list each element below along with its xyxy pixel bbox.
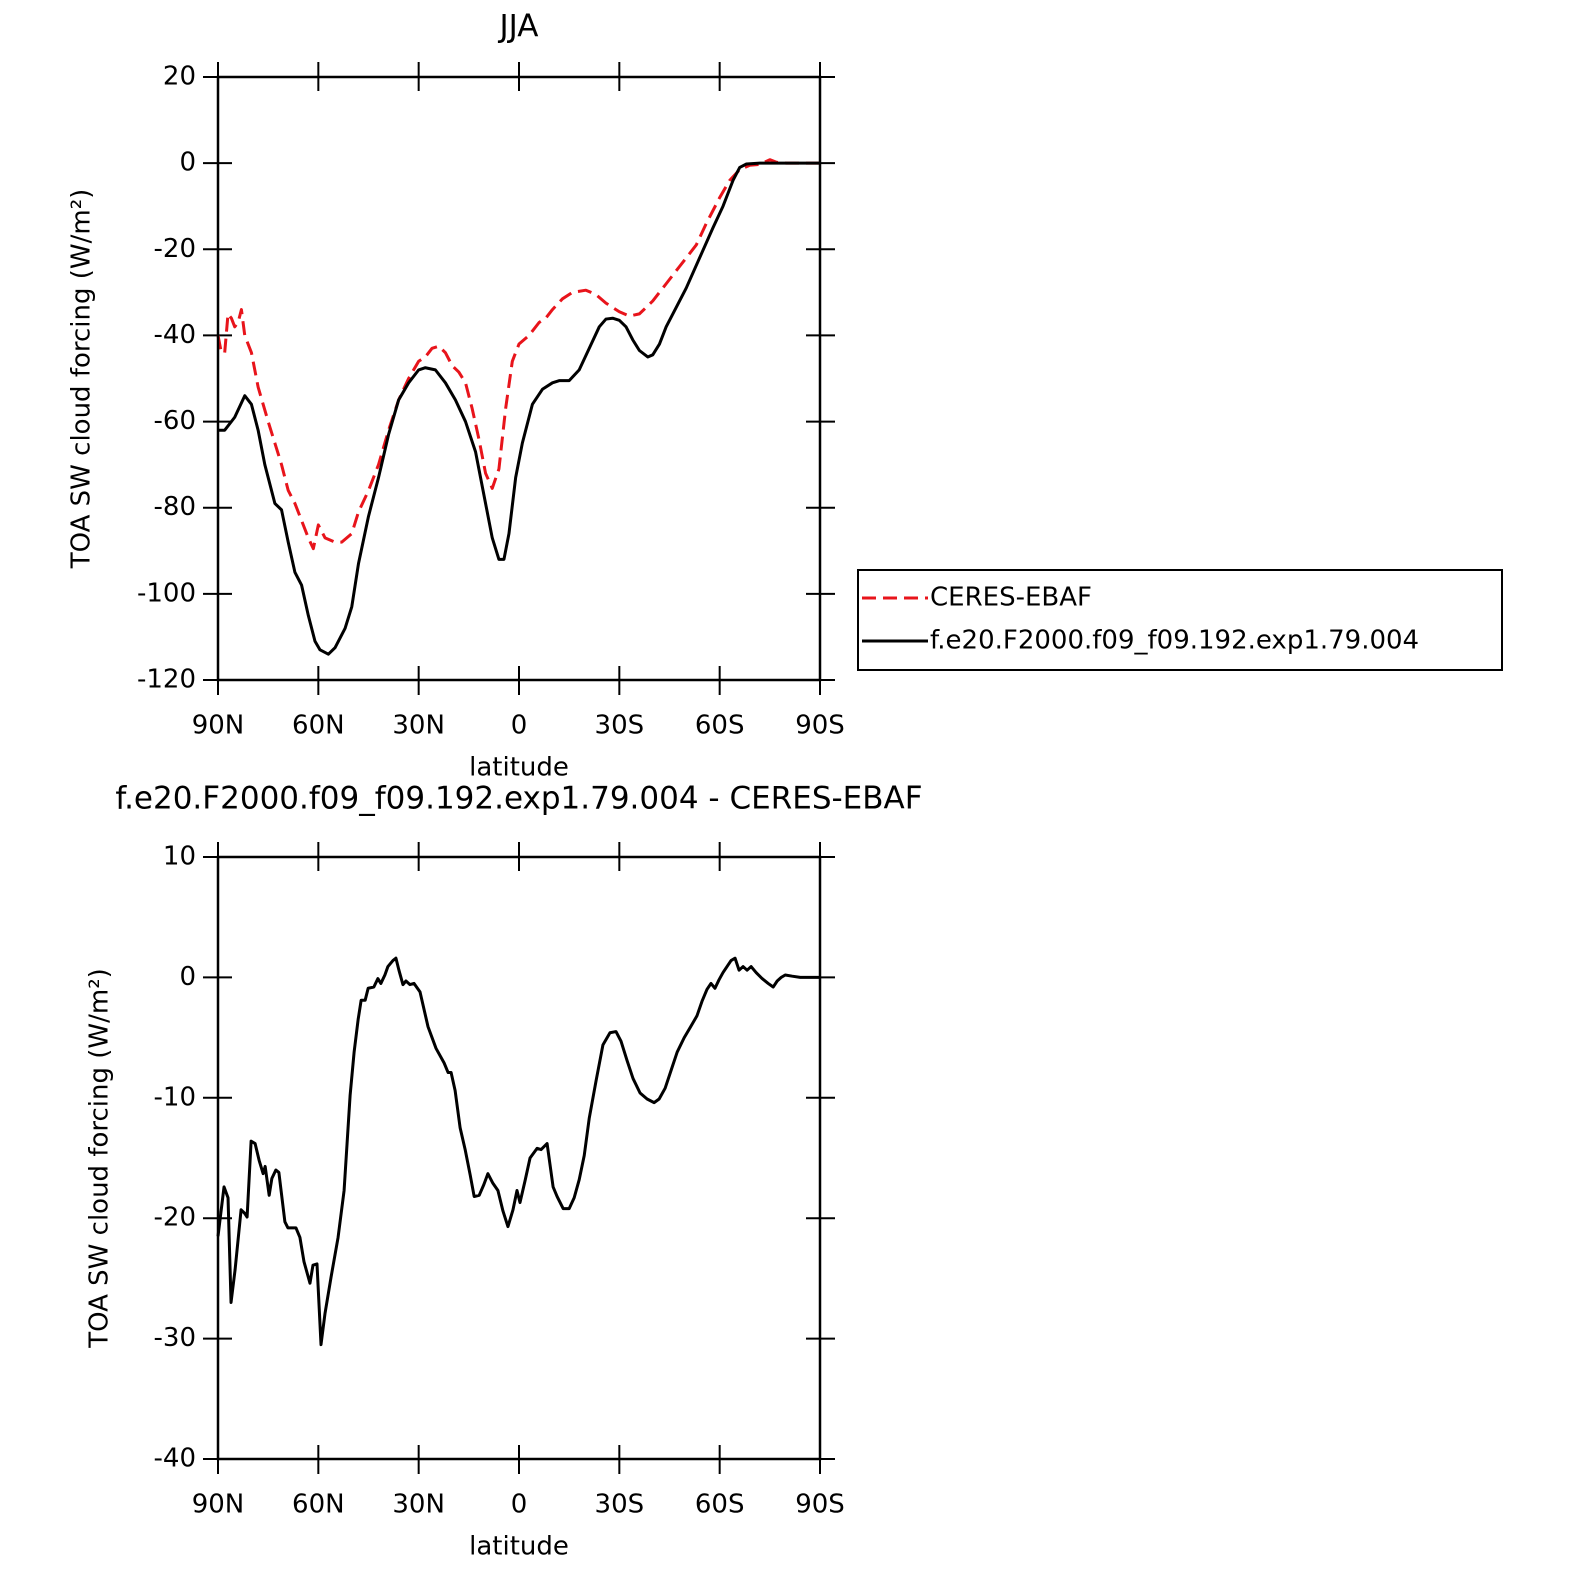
x-tick-label: 90S xyxy=(795,711,845,741)
y-tick-label: -10 xyxy=(154,1082,196,1112)
data-line xyxy=(216,956,820,1347)
x-tick-label: 0 xyxy=(511,1490,528,1520)
x-tick-label: 60N xyxy=(292,1490,345,1520)
y-tick-label: -80 xyxy=(154,492,196,522)
y-tick-label: -20 xyxy=(154,234,196,264)
y-tick-label: -30 xyxy=(154,1323,196,1353)
y-axis-label: TOA SW cloud forcing (W/m²) xyxy=(67,189,97,570)
x-tick-label: 90S xyxy=(795,1490,845,1520)
chart-title: f.e20.F2000.f09_f09.192.exp1.79.004 - CE… xyxy=(115,781,922,817)
x-tick-label: 60S xyxy=(695,1490,745,1520)
y-tick-label: 0 xyxy=(179,962,196,992)
legend-label: f.e20.F2000.f09_f09.192.exp1.79.004 xyxy=(930,626,1419,656)
x-axis-label: latitude xyxy=(469,1532,569,1562)
x-tick-label: 90N xyxy=(192,1490,245,1520)
y-axis-label: TOA SW cloud forcing (W/m²) xyxy=(85,968,115,1349)
y-tick-label: -100 xyxy=(137,578,196,608)
plot-frame xyxy=(216,75,822,682)
x-tick-label: 0 xyxy=(511,711,528,741)
y-tick-label: -40 xyxy=(154,320,196,350)
y-tick-label: 10 xyxy=(163,842,196,872)
legend-label: CERES-EBAF xyxy=(930,583,1092,613)
legend-box xyxy=(857,569,1503,671)
x-tick-label: 30N xyxy=(392,711,445,741)
y-tick-label: -40 xyxy=(154,1444,196,1474)
y-tick-label: -120 xyxy=(137,665,196,695)
data-line xyxy=(216,158,820,551)
x-tick-label: 30S xyxy=(595,1490,645,1520)
x-tick-label: 90N xyxy=(192,711,245,741)
x-axis-label: latitude xyxy=(469,753,569,783)
x-tick-label: 30S xyxy=(595,711,645,741)
data-line xyxy=(218,161,820,656)
x-tick-label: 60S xyxy=(695,711,745,741)
y-tick-label: -20 xyxy=(154,1203,196,1233)
y-tick-label: -60 xyxy=(154,406,196,436)
y-tick-label: 20 xyxy=(163,62,196,92)
x-tick-label: 60N xyxy=(292,711,345,741)
x-tick-label: 30N xyxy=(392,1490,445,1520)
chart-title: JJA xyxy=(498,9,539,45)
y-tick-label: 0 xyxy=(179,148,196,178)
plot-frame xyxy=(216,855,822,1461)
